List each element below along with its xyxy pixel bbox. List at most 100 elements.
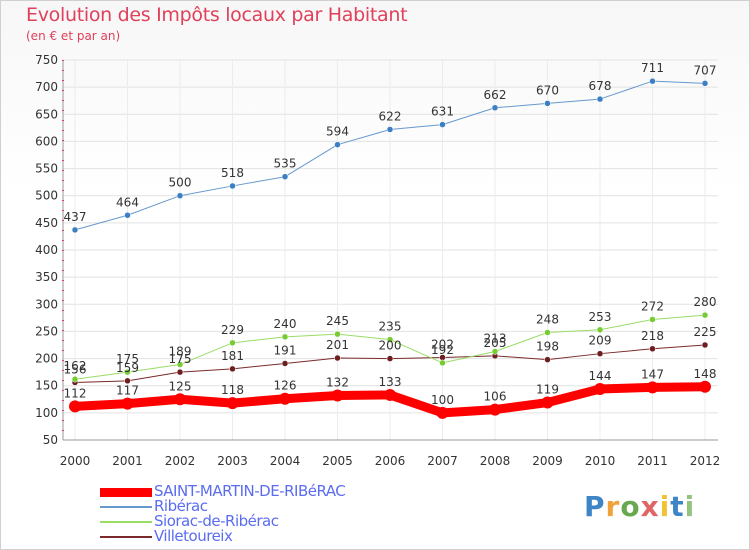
x-tick-label: 2010 <box>585 454 616 468</box>
data-label: 235 <box>379 320 402 334</box>
y-tick-label: 300 <box>35 297 58 311</box>
series-point <box>594 382 606 395</box>
data-label: 594 <box>326 125 349 139</box>
data-label: 100 <box>431 393 454 407</box>
series-point <box>229 365 236 373</box>
data-label: 670 <box>536 83 559 97</box>
x-tick-label: 2006 <box>375 454 406 468</box>
data-label: 678 <box>589 79 612 93</box>
y-tick-label: 650 <box>35 107 58 121</box>
series-point <box>229 339 236 347</box>
data-label: 198 <box>536 340 559 354</box>
data-label: 119 <box>536 383 559 397</box>
series-point <box>121 397 134 410</box>
x-tick-label: 2000 <box>60 454 91 468</box>
series-point <box>174 393 186 406</box>
data-label: 106 <box>484 390 507 404</box>
legend-swatch <box>100 536 152 538</box>
series-point <box>541 396 554 409</box>
data-label: 201 <box>326 338 349 352</box>
series-point <box>69 400 81 413</box>
data-label: 144 <box>589 369 612 383</box>
series-point <box>176 361 184 368</box>
series-point <box>699 380 711 393</box>
series-point <box>649 345 656 353</box>
series-point <box>71 375 79 383</box>
series-point <box>544 356 551 363</box>
series-point <box>596 95 604 103</box>
data-label: 175 <box>169 352 192 366</box>
series-point <box>649 77 656 85</box>
data-label: 225 <box>694 325 717 339</box>
legend-label: SAINT-MARTIN-DE-RIBéRAC <box>154 482 346 500</box>
data-label: 118 <box>221 383 244 397</box>
data-label: 132 <box>326 375 349 389</box>
data-label: 125 <box>169 379 192 393</box>
data-label: 192 <box>431 343 454 357</box>
data-label: 464 <box>116 195 139 209</box>
data-label: 175 <box>116 352 139 366</box>
y-tick-label: 150 <box>35 379 58 393</box>
y-tick-label: 500 <box>35 189 58 203</box>
data-label: 280 <box>694 295 717 309</box>
logo-letter: t <box>670 490 685 523</box>
logo-letter: P <box>584 490 606 523</box>
legend-label: Siorac-de-Ribérac <box>154 512 279 530</box>
data-label: 500 <box>169 176 192 190</box>
series-point <box>491 104 499 112</box>
series-point <box>544 329 551 336</box>
series-point <box>491 348 499 355</box>
data-label: 253 <box>589 310 612 324</box>
data-label: 213 <box>484 332 507 346</box>
data-label: 240 <box>274 317 297 331</box>
series-point <box>334 354 341 362</box>
series-point <box>176 192 184 199</box>
series-point <box>701 341 709 349</box>
data-label: 622 <box>379 109 402 123</box>
legend-swatch <box>100 487 152 497</box>
chart-svg: 50 100 150 200 250 300 350 400 450 500 550 600 650 70… <box>35 53 720 468</box>
y-tick-label: 200 <box>35 352 58 366</box>
legend-swatch <box>100 506 152 508</box>
legend-swatch <box>100 521 152 523</box>
y-tick-label: 250 <box>35 324 58 338</box>
data-label: 272 <box>641 299 664 313</box>
logo-letter: r <box>605 490 621 523</box>
data-label: 218 <box>641 329 664 343</box>
series-point <box>439 359 446 367</box>
x-tick-label: 2008 <box>480 454 511 468</box>
series-point <box>71 226 79 234</box>
series-point <box>489 403 501 416</box>
data-label: 200 <box>379 339 402 353</box>
series-point <box>649 316 656 323</box>
x-tick-label: 2009 <box>532 454 563 468</box>
x-tick-label: 2002 <box>165 454 196 468</box>
data-label: 147 <box>641 367 664 381</box>
legend-label: Ribérac <box>154 497 208 515</box>
series-point <box>334 330 341 338</box>
data-label: 248 <box>536 313 559 327</box>
logo-letter: i <box>684 490 696 523</box>
y-tick-label: 550 <box>35 162 58 176</box>
series-point <box>281 333 289 341</box>
x-tick-label: 2003 <box>217 454 248 468</box>
series-point <box>384 388 396 401</box>
data-label: 117 <box>116 384 139 398</box>
y-tick-label: 350 <box>35 270 58 284</box>
chart-subtitle: (en € et par an) <box>26 29 121 43</box>
series-point <box>124 377 131 385</box>
data-label: 209 <box>589 334 612 348</box>
series-point <box>386 126 394 133</box>
y-tick-label: 600 <box>35 134 58 148</box>
series-point <box>124 368 131 376</box>
series-point <box>331 389 344 402</box>
series-point <box>596 350 604 357</box>
logo-letter: i <box>659 490 671 523</box>
y-tick-label: 750 <box>35 53 58 67</box>
y-tick-label: 50 <box>43 433 58 447</box>
y-tick-label: 700 <box>35 80 58 94</box>
series-point <box>436 406 449 419</box>
data-label: 162 <box>64 359 87 373</box>
series-point <box>226 397 239 410</box>
